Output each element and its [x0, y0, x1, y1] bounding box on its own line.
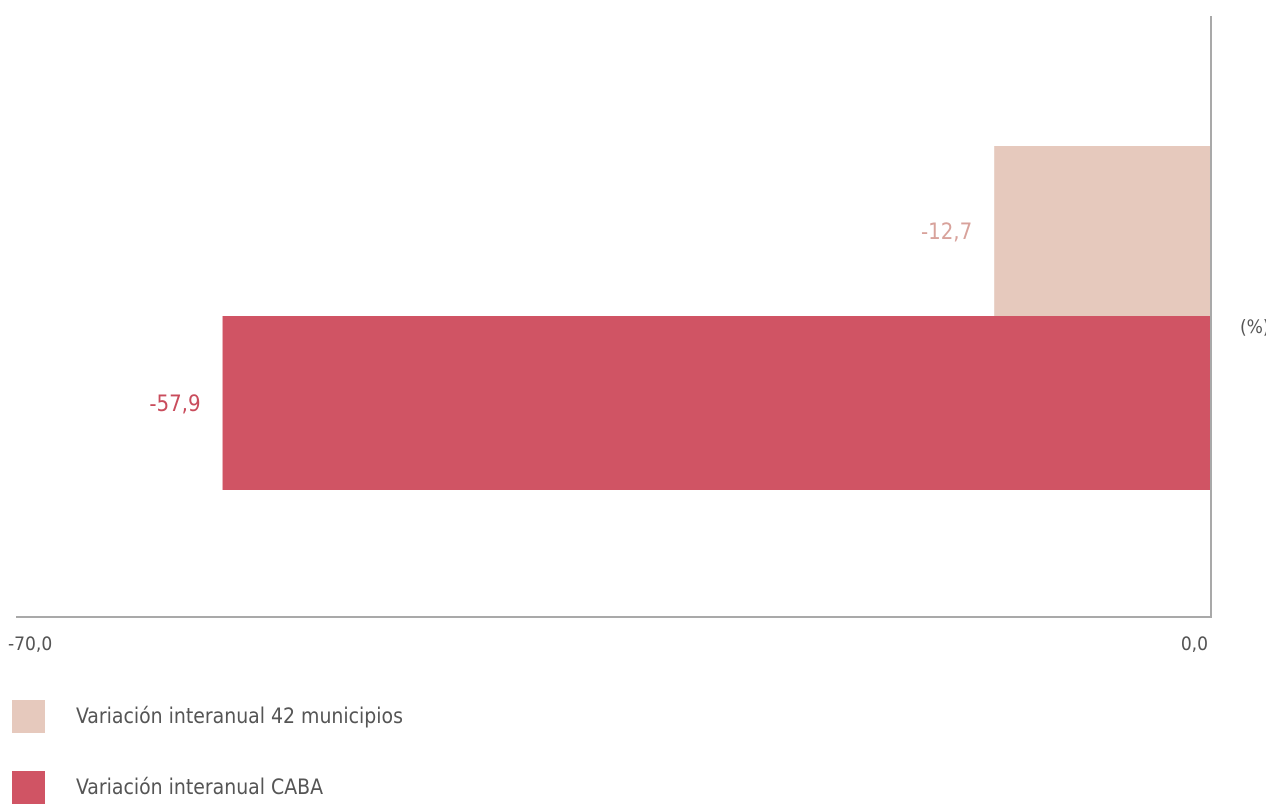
legend-label-caba: Variación interanual CABA — [76, 775, 323, 799]
legend-swatch-42-municipios — [12, 700, 45, 733]
bar-42-municipios — [994, 146, 1211, 316]
x-tick-label-max: 0,0 — [1181, 633, 1208, 655]
bar-caba — [222, 316, 1212, 490]
data-label-caba: -57,9 — [149, 392, 200, 417]
legend-label-42-municipios: Variación interanual 42 municipios — [76, 704, 403, 728]
data-label-42-municipios: -12,7 — [921, 220, 972, 245]
bars-group — [222, 146, 1212, 490]
bar-chart: -70,0 0,0 (%) -12,7 -57,9 — [8, 16, 1266, 655]
x-tick-label-min: -70,0 — [8, 633, 52, 655]
legend-swatch-caba — [12, 771, 45, 804]
data-labels-group: -12,7 -57,9 — [149, 220, 972, 417]
unit-label: (%) — [1240, 316, 1266, 338]
